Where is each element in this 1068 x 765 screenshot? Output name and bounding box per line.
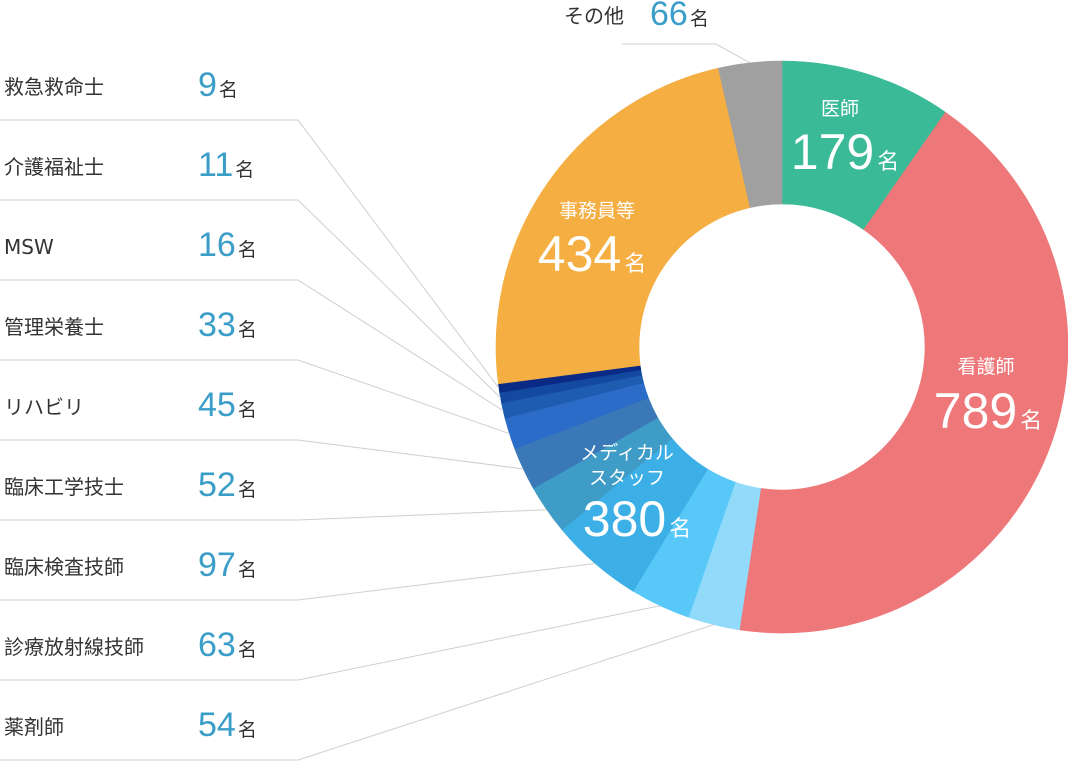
legend-value-unit-5: 名 [238,479,257,501]
label-doctor: 医師 179 名 [791,98,899,180]
legend-value-unit-8: 名 [238,719,257,741]
label-admin-value: 434 名 [538,226,646,282]
label-nurse: 看護師 789 名 [934,356,1042,439]
legend-value-number-4: 45 [198,386,236,424]
legend-leader-5 [0,509,547,521]
label-doctor-value-unit: 名 [877,150,899,175]
legend-value-number-7: 63 [198,626,236,664]
legend-leader-0 [0,119,500,389]
legend-value-5: 52 名 [198,466,257,504]
label-admin-value-number: 434 [538,226,621,282]
label-medical-staff-value: 380 名 [583,491,691,547]
label-doctor-label-0: 医師 [821,98,859,120]
legend-value-unit-6: 名 [238,559,257,581]
label-medical-staff-value-number: 380 [583,491,666,547]
legend-label-4: リハビリ [4,395,84,419]
legend-leader-6 [0,562,596,601]
label-medical-staff-label-0: メディカル [580,442,674,464]
legend-label-0: 救急救命士 [4,75,104,99]
legend-leader-2 [0,279,504,412]
legend-value-2: 16 名 [198,226,257,264]
legend-value-unit-2: 名 [238,239,257,261]
label-admin: 事務員等 434 名 [538,200,646,282]
label-doctor-value-number: 179 [791,124,874,180]
legend-label-8: 薬剤師 [4,715,64,739]
donut-slices [495,60,1068,634]
label-nurse-value: 789 名 [934,383,1042,439]
donut-slice-11 [495,67,751,385]
legend-leader-4 [0,439,524,470]
legend-value-unit-4: 名 [238,399,257,421]
legend-value-7: 63 名 [198,626,257,664]
legend-leader-1 [0,199,501,399]
label-admin-label-0: 事務員等 [559,200,635,222]
legend-label-3: 管理栄養士 [4,315,104,339]
legend-value-number-2: 16 [198,226,236,264]
label-nurse-value-unit: 名 [1020,409,1042,434]
legend-leader-8 [0,624,714,761]
legend-leader-3 [0,359,510,435]
legend-value-4: 45 名 [198,386,257,424]
other-value-unit: 名 [690,8,709,30]
label-medical-staff-label-1: スタッフ [589,467,665,489]
label-nurse-label-0: 看護師 [957,356,1014,378]
legend-value-number-8: 54 [198,706,236,744]
legend-leader-7 [0,605,661,681]
legend-label-7: 診療放射線技師 [4,635,144,659]
legend-value-unit-0: 名 [219,79,238,101]
legend-value-unit-7: 名 [238,639,257,661]
legend-value-1: 11 名 [198,146,254,184]
donut-slice-12 [717,60,783,208]
legend-value-number-6: 97 [198,546,236,584]
legend-value-unit-1: 名 [235,159,254,181]
legend-value-unit-3: 名 [238,319,257,341]
label-medical-staff-value-unit: 名 [669,517,691,542]
legend-value-number-0: 9 [198,66,217,104]
legend-value-number-3: 33 [198,306,236,344]
legend-label-6: 臨床検査技師 [4,555,124,579]
legend-value-number-5: 52 [198,466,236,504]
legend-value-6: 97 名 [198,546,257,584]
legend-label-5: 臨床工学技士 [4,475,124,499]
legend-value-number-1: 11 [198,146,233,184]
legend-label-2: MSW [4,235,54,259]
label-admin-value-unit: 名 [624,252,646,277]
label-doctor-value: 179 名 [791,124,899,180]
label-nurse-value-number: 789 [934,383,1017,439]
legend-value-3: 33 名 [198,306,257,344]
other-label: その他 [564,4,624,28]
legend-label-1: 介護福祉士 [4,155,104,179]
other-value-number: 66 [650,0,688,33]
legend-value-8: 54 名 [198,706,257,744]
other-leader [622,43,751,64]
other-value: 66 名 [650,0,709,33]
